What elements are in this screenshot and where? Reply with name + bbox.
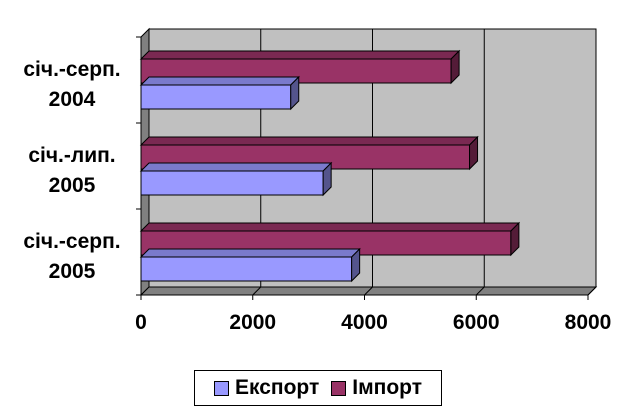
- bar-export-side: [322, 161, 332, 197]
- bar-import-side: [510, 221, 520, 257]
- bar-import-top: [139, 136, 479, 146]
- bar-export-top: [139, 248, 361, 258]
- category-label: січ.-серп.: [23, 58, 120, 81]
- bar-export-front: [140, 84, 292, 110]
- category-label: 2005: [49, 174, 96, 197]
- legend-label-import: Імпорт: [352, 376, 422, 399]
- bar-import-side: [469, 135, 479, 171]
- bar-export-top: [139, 76, 300, 86]
- legend-item-import: Імпорт: [331, 376, 422, 400]
- bar-export: [139, 247, 361, 283]
- floor-gridline: [252, 286, 262, 296]
- floor-gridline: [475, 286, 485, 296]
- x-tick-label: 8000: [565, 311, 612, 334]
- bar-export: [139, 161, 333, 197]
- bars: [139, 49, 521, 283]
- x-tick-label: 0: [135, 311, 147, 334]
- category-label: січ.-лип.: [28, 144, 115, 167]
- category-label: січ.-серп.: [23, 230, 120, 253]
- legend: Експорт Імпорт: [194, 370, 442, 406]
- bar-import: [139, 135, 479, 171]
- x-tick-label: 4000: [341, 311, 388, 334]
- floor-gridline: [364, 286, 373, 296]
- x-tick-label: 2000: [229, 311, 276, 334]
- bar-export-side: [351, 247, 361, 283]
- legend-item-export: Експорт: [214, 376, 319, 400]
- bar-export-front: [140, 170, 324, 196]
- bar-import-side: [450, 49, 460, 85]
- category-label: 2005: [49, 260, 96, 283]
- legend-label-export: Експорт: [235, 376, 320, 399]
- axis-labels: 0 2000 4000 6000 8000 січ.-серп. 2004 січ.-лип.…: [23, 58, 611, 334]
- x-tick-label: 6000: [453, 311, 500, 334]
- bar-import-top: [139, 50, 461, 60]
- bar-export-side: [290, 75, 300, 111]
- category-label: 2004: [49, 88, 96, 111]
- legend-swatch-export: [214, 380, 229, 396]
- bar-import-top: [139, 222, 521, 232]
- bar-export-front: [140, 256, 353, 282]
- bar-export: [139, 75, 300, 111]
- floor-gridline: [587, 286, 597, 296]
- bar-export-top: [139, 162, 333, 172]
- legend-swatch-import: [331, 380, 347, 396]
